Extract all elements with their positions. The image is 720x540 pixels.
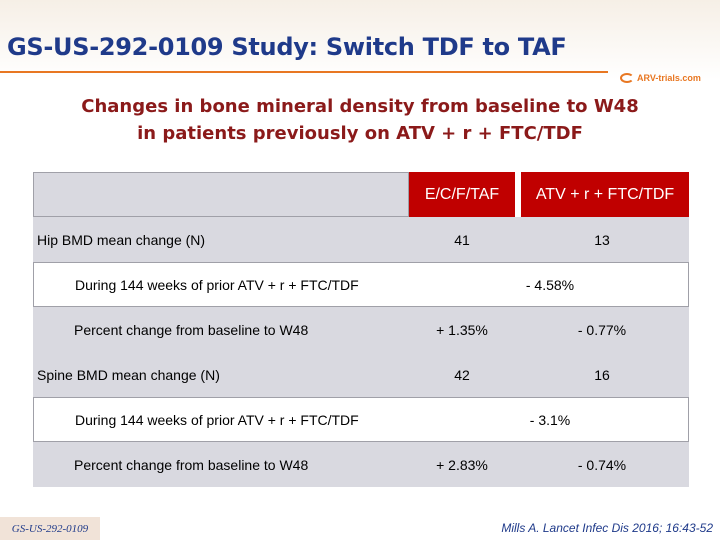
row-value-col-1: 41 — [454, 231, 470, 248]
table-header-row: E/C/F/TAF ATV + r + FTC/TDF — [33, 172, 689, 217]
citation: Mills A. Lancet Infec Dis 2016; 16:43-52 — [501, 521, 713, 535]
row-value-col-2: 16 — [594, 366, 610, 383]
row-value-col-2: - 0.74% — [577, 456, 627, 473]
table-row: Hip BMD mean change (N) 41 13 — [33, 217, 689, 262]
slide-subtitle: Changes in bone mineral density from bas… — [0, 93, 720, 147]
study-footer-label: GS-US-292-0109 — [0, 517, 100, 540]
row-value-col-2: 13 — [594, 231, 610, 248]
header-col-1: E/C/F/TAF — [409, 172, 515, 217]
row-value-col-1: + 1.35% — [436, 321, 488, 338]
header-gap — [515, 172, 521, 217]
row-label: During 144 weeks of prior ATV + r + FTC/… — [75, 411, 359, 428]
subtitle-line-2: in patients previously on ATV + r + FTC/… — [137, 123, 583, 144]
row-value-span: - 3.1% — [529, 411, 571, 428]
row-label: Percent change from baseline to W48 — [74, 456, 309, 473]
row-label: Hip BMD mean change (N) — [37, 231, 206, 248]
title-rule — [0, 71, 608, 73]
arv-trials-logo: ARV-trials.com — [620, 70, 716, 86]
header-empty-cell — [33, 172, 409, 217]
row-value-span: - 4.58% — [525, 276, 575, 293]
row-value-col-1: + 2.83% — [436, 456, 488, 473]
header-col-2: ATV + r + FTC/TDF — [521, 172, 689, 217]
row-label: During 144 weeks of prior ATV + r + FTC/… — [75, 276, 359, 293]
subtitle-line-1: Changes in bone mineral density from bas… — [81, 96, 639, 117]
bmd-table: E/C/F/TAF ATV + r + FTC/TDF Hip BMD mean… — [33, 172, 689, 497]
table-row: Spine BMD mean change (N) 42 16 — [33, 352, 689, 397]
logo-text: ARV-trials.com — [637, 73, 701, 83]
row-label: Spine BMD mean change (N) — [37, 366, 220, 383]
table-row: During 144 weeks of prior ATV + r + FTC/… — [33, 397, 689, 442]
table-row: Percent change from baseline to W48 + 2.… — [33, 442, 689, 487]
logo-swirl-icon — [620, 73, 634, 83]
row-value-col-1: 42 — [454, 366, 470, 383]
slide-title: GS-US-292-0109 Study: Switch TDF to TAF — [7, 33, 567, 61]
row-label: Percent change from baseline to W48 — [74, 321, 309, 338]
row-value-col-2: - 0.77% — [577, 321, 627, 338]
header-band — [0, 0, 720, 80]
table-row: During 144 weeks of prior ATV + r + FTC/… — [33, 262, 689, 307]
table-row: Percent change from baseline to W48 + 1.… — [33, 307, 689, 352]
